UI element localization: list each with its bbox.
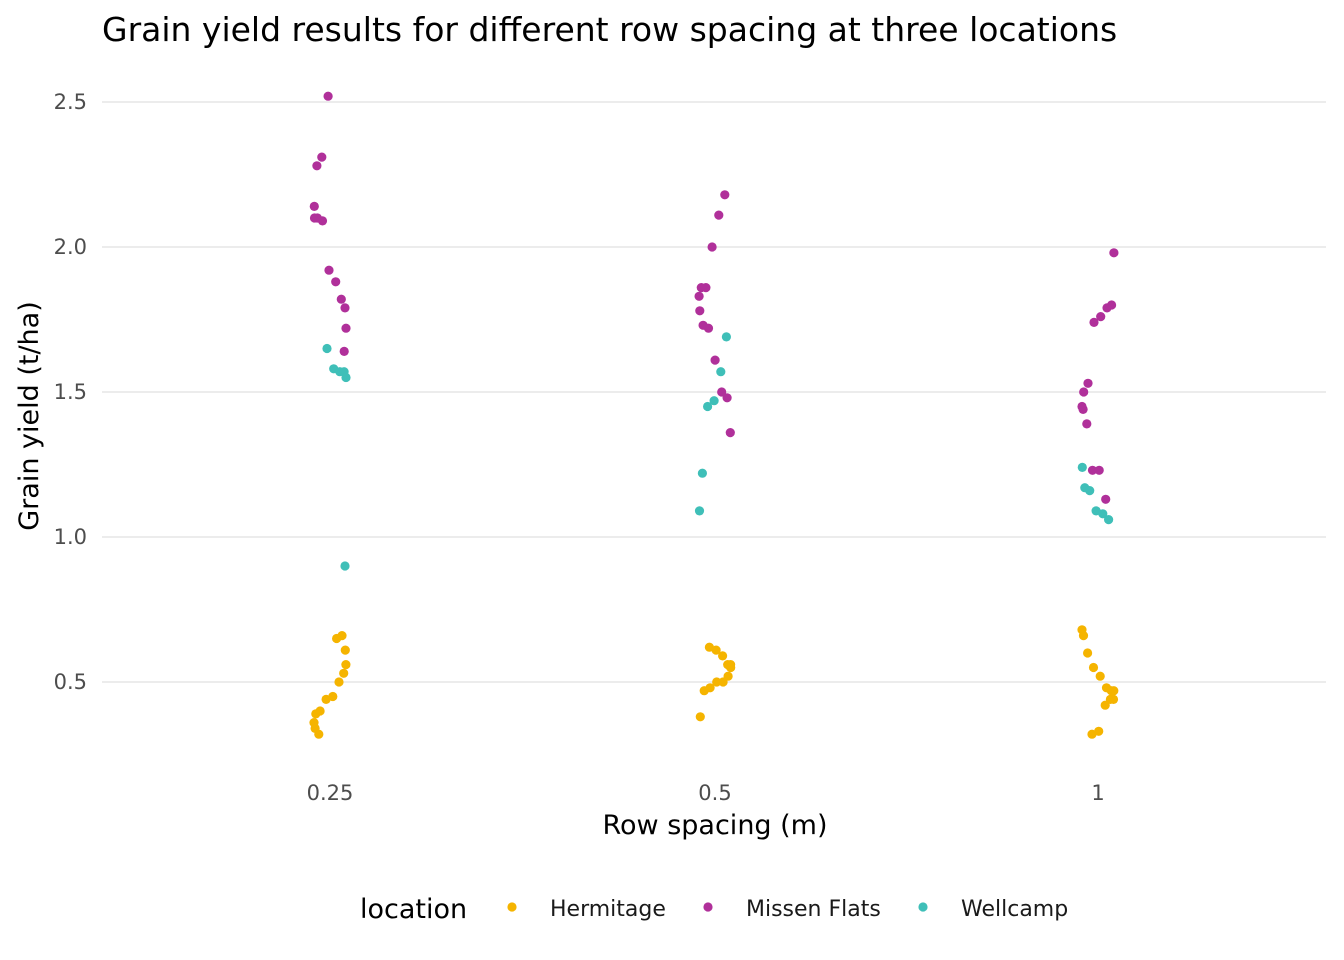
data-point-missen-flats [339,346,349,356]
x-tick-label: 0.5 [698,781,731,805]
data-point-hermitage [718,651,728,661]
data-point-wellcamp [716,367,726,377]
legend-key-missen-flats [703,902,713,912]
y-tick-label: 0.5 [54,670,87,694]
data-point-missen-flats [312,161,322,171]
data-point-missen-flats [707,242,717,252]
legend-key-hermitage [507,902,517,912]
data-point-wellcamp [1085,486,1095,496]
chart-title: Grain yield results for different row sp… [102,10,1117,49]
legend-label-wellcamp: Wellcamp [961,897,1068,922]
data-point-missen-flats [725,428,735,438]
data-point-missen-flats [324,265,334,275]
data-point-hermitage [1078,631,1089,641]
data-point-wellcamp [1077,462,1087,472]
data-point-hermitage [1100,700,1110,710]
data-point-missen-flats [331,277,341,287]
data-point-hermitage [699,686,709,696]
data-point-missen-flats [340,303,350,313]
data-point-missen-flats [1083,378,1093,388]
data-point-wellcamp [694,506,705,516]
data-point-hermitage [1088,662,1099,673]
data-point-missen-flats [717,387,727,397]
data-point-missen-flats [1082,419,1092,429]
gridlines [102,101,1326,683]
data-point-hermitage [321,694,331,705]
data-point-missen-flats [341,323,351,333]
y-axis-title: Grain yield (t/ha) [14,301,45,531]
data-point-missen-flats [696,283,706,293]
y-tick-label: 1.5 [54,380,87,404]
data-point-hermitage [695,712,705,722]
data-point-missen-flats [695,306,705,316]
legend-label-missen-flats: Missen Flats [746,897,881,922]
y-tick-label: 1.0 [54,525,87,549]
data-point-missen-flats [703,323,714,333]
data-point-wellcamp [322,343,332,354]
data-point-missen-flats [317,152,327,162]
data-point-missen-flats [1102,303,1112,313]
data-point-hermitage [711,645,721,655]
y-tick-label: 2.5 [54,90,87,114]
data-point-hermitage [1095,671,1105,681]
data-point-missen-flats [1087,465,1098,475]
data-point-hermitage [718,677,728,687]
data-point-wellcamp [709,396,719,406]
data-point-missen-flats [1089,317,1099,327]
data-point-hermitage [340,645,350,655]
data-point-missen-flats [694,291,704,301]
data-point-missen-flats [1109,248,1119,258]
x-tick-label: 0.25 [307,781,354,805]
data-point-wellcamp [697,468,708,478]
data-point-missen-flats [1094,465,1104,475]
data-point-wellcamp [703,401,713,412]
y-axis-ticks: 0.5 1.0 1.5 2.0 2.5 [54,90,87,694]
data-point-hermitage [1109,686,1119,696]
data-point-hermitage [314,729,324,739]
data-point-wellcamp [721,332,732,342]
data-point-hermitage [339,668,349,678]
data-point-missen-flats [317,216,328,226]
data-point-hermitage [337,631,347,641]
data-point-wellcamp [1104,515,1114,525]
data-point-missen-flats [722,393,732,403]
data-point-wellcamp [341,372,351,383]
data-point-missen-flats [1079,387,1089,397]
data-point-hermitage [726,662,736,673]
legend-key-wellcamp [918,902,928,912]
data-point-missen-flats [710,355,720,365]
data-point-wellcamp [1098,509,1108,519]
data-point-missen-flats [720,190,730,200]
data-point-hermitage [1087,729,1097,739]
x-tick-label: 1 [1091,781,1104,805]
data-point-missen-flats [336,294,346,304]
data-point-missen-flats [309,201,319,211]
y-tick-label: 2.0 [54,235,87,259]
data-point-missen-flats [323,91,333,101]
data-point-missen-flats [1096,312,1106,322]
data-point-hermitage [311,709,321,719]
x-axis-title: Row spacing (m) [602,810,827,841]
data-point-hermitage [712,677,722,687]
data-point-missen-flats [1078,404,1088,414]
data-point-missen-flats [714,210,724,220]
data-point-hermitage [341,660,351,670]
data-point-wellcamp [340,561,350,571]
legend-label-hermitage: Hermitage [550,897,666,922]
legend: location Hermitage Missen Flats Wellcamp [360,894,1068,925]
data-points [309,91,1119,739]
x-axis-ticks: 0.25 0.5 1 [307,781,1105,805]
legend-title: location [360,894,467,925]
data-point-missen-flats [1101,494,1111,504]
data-point-hermitage [334,677,344,687]
data-point-hermitage [1083,648,1093,658]
